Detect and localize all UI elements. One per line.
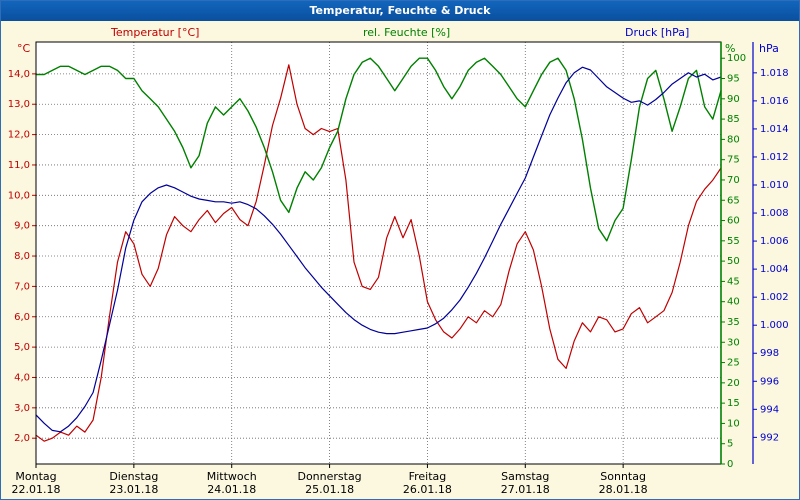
humidity-tick-label: 25 <box>727 358 740 369</box>
pressure-tick-label: 1.008 <box>760 208 789 219</box>
x-day-label: Samstag <box>501 470 549 483</box>
humidity-tick-label: 5 <box>727 439 733 450</box>
x-day-label: Freitag <box>409 470 447 483</box>
x-day-label: Montag <box>15 470 56 483</box>
temperature-tick-label: 13,0 <box>8 99 30 110</box>
humidity-tick-label: 30 <box>727 337 740 348</box>
humidity-tick-label: 20 <box>727 378 740 389</box>
temperature-tick-label: 12,0 <box>8 130 30 141</box>
humidity-tick-label: 75 <box>727 155 740 166</box>
pressure-unit-label: hPa <box>759 42 779 55</box>
temperature-tick-label: 4,0 <box>14 372 30 383</box>
humidity-tick-label: 95 <box>727 74 740 85</box>
x-day-label: Mittwoch <box>207 470 257 483</box>
x-date-label: 22.01.18 <box>12 483 61 496</box>
temperature-tick-label: 7,0 <box>14 281 30 292</box>
legend-pressure-label: Druck [hPa] <box>625 26 690 39</box>
humidity-tick-label: 40 <box>727 297 740 308</box>
window-title: Temperatur, Feuchte & Druck <box>309 4 491 17</box>
x-day-label: Donnerstag <box>297 470 361 483</box>
pressure-tick-label: 994 <box>760 404 779 415</box>
temperature-tick-label: 10,0 <box>8 190 30 201</box>
pressure-tick-label: 1.012 <box>760 152 789 163</box>
pressure-tick-label: 998 <box>760 348 779 359</box>
humidity-tick-label: 10 <box>727 418 740 429</box>
pressure-tick-label: 1.016 <box>760 96 789 107</box>
x-date-label: 25.01.18 <box>305 483 354 496</box>
humidity-tick-label: 90 <box>727 94 740 105</box>
x-day-label: Sonntag <box>600 470 646 483</box>
humidity-tick-label: 65 <box>727 195 740 206</box>
x-day-label: Dienstag <box>109 470 158 483</box>
pressure-tick-label: 1.002 <box>760 292 789 303</box>
humidity-unit-label: % <box>725 42 736 55</box>
x-date-label: 24.01.18 <box>207 483 256 496</box>
x-date-label: 28.01.18 <box>599 483 648 496</box>
pressure-tick-label: 1.014 <box>760 124 789 135</box>
humidity-tick-label: 35 <box>727 317 740 328</box>
temperature-tick-label: 11,0 <box>8 160 30 171</box>
pressure-tick-label: 1.010 <box>760 180 789 191</box>
temperature-tick-label: 8,0 <box>14 251 30 262</box>
humidity-tick-label: 0 <box>727 459 733 470</box>
temperature-tick-label: 3,0 <box>14 403 30 414</box>
series-temperature-line <box>35 64 722 442</box>
plot-area <box>36 42 721 464</box>
pressure-tick-label: 1.018 <box>760 68 789 79</box>
pressure-tick-label: 992 <box>760 432 779 443</box>
x-date-label: 23.01.18 <box>109 483 158 496</box>
pressure-tick-label: 1.004 <box>760 264 789 275</box>
temperature-tick-label: 5,0 <box>14 342 30 353</box>
title-bar: Temperatur, Feuchte & Druck <box>1 1 799 21</box>
x-date-label: 26.01.18 <box>403 483 452 496</box>
series-humidity-line <box>35 57 722 242</box>
legend-temperature-label: Temperatur [°C] <box>111 26 200 39</box>
temperature-tick-label: 9,0 <box>14 221 30 232</box>
humidity-tick-label: 50 <box>727 256 740 267</box>
temperature-tick-label: 2,0 <box>14 433 30 444</box>
humidity-tick-label: 15 <box>727 398 740 409</box>
x-date-label: 27.01.18 <box>501 483 550 496</box>
legend-humidity-label: rel. Feuchte [%] <box>363 26 451 39</box>
series-pressure-line <box>35 66 722 433</box>
humidity-tick-label: 70 <box>727 175 740 186</box>
humidity-tick-label: 100 <box>727 53 746 64</box>
humidity-tick-label: 60 <box>727 216 740 227</box>
humidity-tick-label: 55 <box>727 236 740 247</box>
pressure-tick-label: 1.000 <box>760 320 789 331</box>
humidity-tick-label: 45 <box>727 276 740 287</box>
humidity-tick-label: 80 <box>727 134 740 145</box>
temperature-tick-label: 14,0 <box>8 69 30 80</box>
temperature-unit-label: °C <box>17 42 31 55</box>
temperature-tick-label: 6,0 <box>14 312 30 323</box>
pressure-tick-label: 1.006 <box>760 236 789 247</box>
humidity-tick-label: 85 <box>727 114 740 125</box>
pressure-tick-label: 996 <box>760 376 779 387</box>
